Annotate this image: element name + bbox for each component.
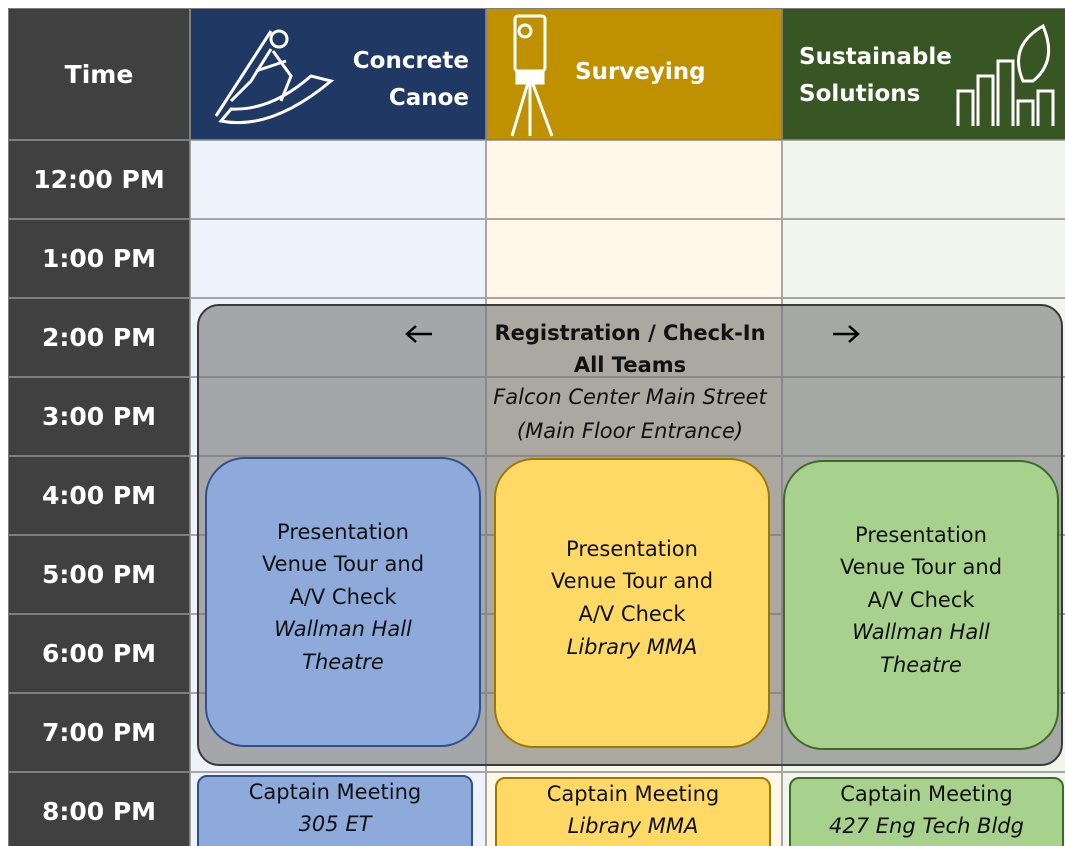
event-location: 427 Eng Tech Bldg [829, 813, 1024, 838]
presentation-event: Presentation Venue Tour and A/V Check Wallm… [783, 460, 1059, 750]
column-header: Sustainable Solutions [782, 8, 1065, 140]
grid-cell [782, 140, 1065, 219]
time-label: 3:00 PM [8, 377, 190, 456]
event-title: All Teams [573, 352, 687, 377]
grid-cell [486, 219, 782, 298]
event-title: Venue Tour and [261, 552, 425, 577]
event-location: Wallman Hall [274, 617, 412, 642]
event-title: A/V Check [867, 587, 975, 612]
time-label: 6:00 PM [8, 614, 190, 693]
event-location: Theatre [880, 652, 962, 677]
event-title: Captain Meeting [248, 780, 422, 804]
presentation-event: Presentation Venue Tour and A/V Check Wallm… [205, 457, 481, 747]
grid-cell [190, 219, 486, 298]
time-header: Time [8, 8, 190, 140]
event-location: Library MMA [567, 813, 699, 838]
event-title: Captain Meeting [546, 782, 720, 806]
event-title: Presentation [566, 536, 698, 561]
header-icon [507, 11, 557, 147]
event-title: Presentation [855, 522, 987, 547]
event-title: A/V Check [578, 602, 686, 626]
header-icon [211, 21, 341, 137]
event-title: Presentation [277, 519, 409, 544]
event-title: Captain Meeting [840, 782, 1013, 806]
column-title: Surveying [575, 59, 706, 85]
event-title: Venue Tour and [839, 555, 1003, 580]
captain-meeting-event: Captain Meeting 305 ET [197, 775, 473, 846]
time-label: 4:00 PM [8, 456, 190, 535]
event-location: 305 ET [298, 811, 372, 836]
column-header: Surveying [486, 8, 782, 140]
grid-cell [190, 140, 486, 219]
time-label: 5:00 PM [8, 535, 190, 614]
time-label: 1:00 PM [8, 219, 190, 298]
time-label: 8:00 PM [8, 772, 190, 846]
column-title: Sustainable Solutions [799, 44, 952, 107]
event-title: Venue Tour and [550, 569, 714, 594]
event-title: A/V Check [289, 584, 397, 609]
column-header: Concrete Canoe [190, 8, 486, 140]
grid-cell [486, 140, 782, 219]
event-title: Registration / Check-In [494, 321, 766, 345]
event-location: Theatre [302, 649, 384, 674]
grid-cell [782, 219, 1065, 298]
arrow-right [833, 325, 860, 343]
captain-meeting-event: Captain Meeting Library MMA [495, 777, 771, 846]
time-label: 12:00 PM [8, 140, 190, 219]
event-location: Falcon Center Main Street [493, 385, 767, 409]
column-title: Concrete Canoe [352, 48, 469, 111]
header-icon [953, 21, 1063, 137]
time-label: 7:00 PM [8, 693, 190, 772]
arrow-left [405, 325, 432, 343]
presentation-event: Presentation Venue Tour and A/V Check Libra… [494, 458, 770, 748]
event-location: Library MMA [566, 634, 698, 659]
event-location: Wallman Hall [852, 620, 990, 645]
event-location: (Main Floor Entrance) [516, 418, 744, 443]
captain-meeting-event: Captain Meeting 427 Eng Tech Bldg [789, 777, 1064, 846]
time-label: 2:00 PM [8, 298, 190, 377]
